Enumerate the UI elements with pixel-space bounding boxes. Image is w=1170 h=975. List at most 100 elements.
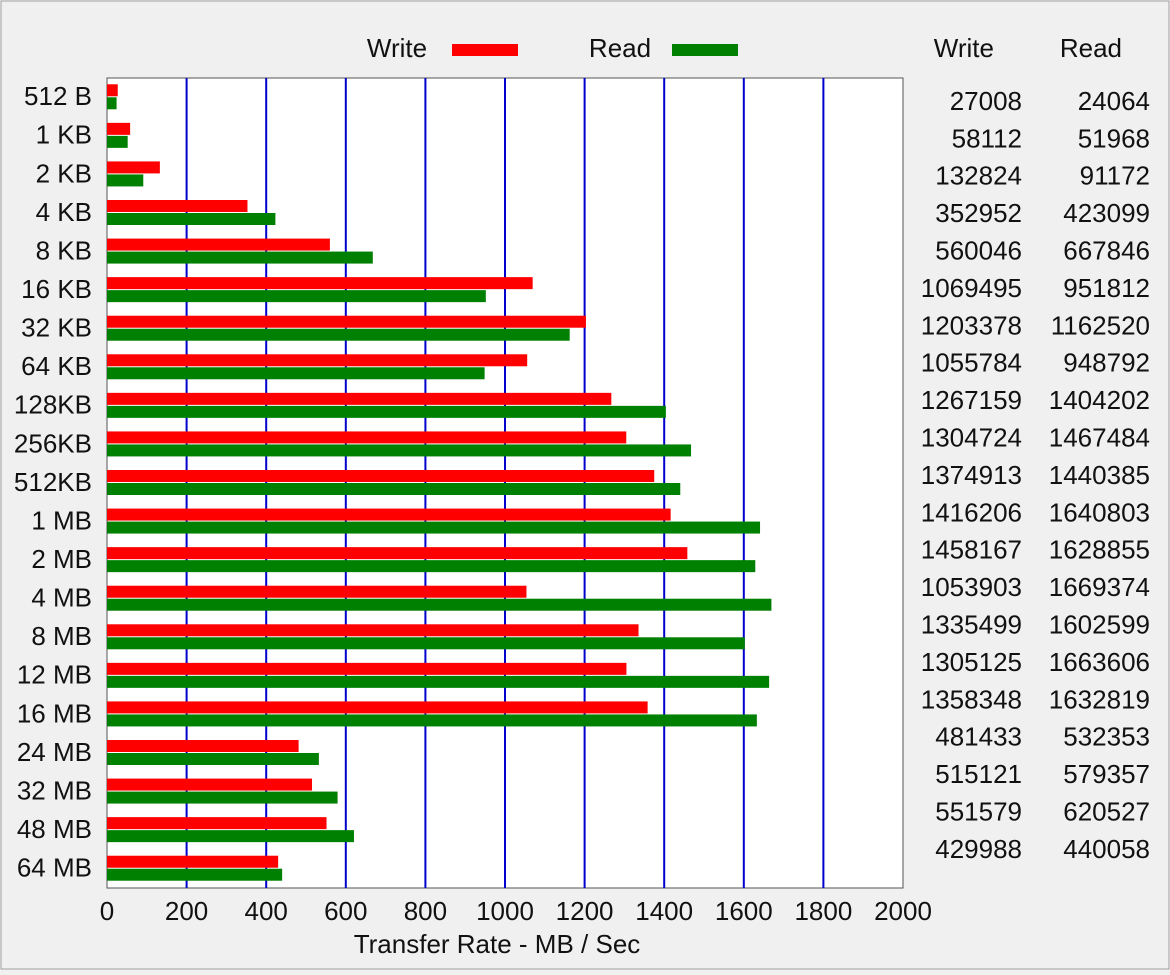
- y-tick-label: 128KB: [14, 390, 92, 420]
- bar: [107, 290, 486, 303]
- bar: [107, 753, 319, 765]
- table-value: 91172: [1080, 161, 1150, 191]
- bar: [107, 84, 118, 97]
- x-tick-label: 1800: [794, 896, 852, 926]
- y-tick-label: 1 KB: [36, 120, 92, 150]
- table-value: 515121: [935, 759, 1022, 789]
- bar: [107, 778, 313, 791]
- table-value: 1404202: [1049, 385, 1150, 415]
- bar: [107, 122, 131, 135]
- table-value: 1304724: [921, 422, 1022, 452]
- bar: [107, 624, 639, 637]
- y-tick-label: 1 MB: [31, 505, 92, 535]
- y-tick-label: 16 MB: [17, 698, 92, 728]
- x-tick-label: 0: [100, 896, 114, 926]
- table-value: 1203378: [921, 310, 1022, 340]
- table-value: 948792: [1063, 348, 1150, 378]
- bar: [107, 740, 299, 752]
- table-value: 1440385: [1049, 460, 1150, 490]
- bar: [107, 470, 655, 482]
- y-tick-label: 12 MB: [17, 660, 92, 690]
- table-value: 1663606: [1049, 647, 1150, 677]
- bar: [107, 328, 570, 341]
- table-value: 423099: [1063, 198, 1150, 228]
- table-value: 132824: [935, 161, 1022, 191]
- legend-swatch: [452, 44, 518, 56]
- y-tick-label: 16 KB: [21, 274, 92, 304]
- table-value: 481433: [935, 722, 1022, 752]
- table-value: 1602599: [1049, 609, 1150, 639]
- x-tick-label: 1600: [715, 896, 773, 926]
- bar: [107, 135, 128, 148]
- y-tick-label: 2 KB: [36, 158, 92, 188]
- table-value: 1358348: [921, 684, 1022, 714]
- bar: [107, 200, 248, 212]
- bar: [107, 662, 627, 675]
- table-value: 1628855: [1049, 535, 1150, 565]
- table-value: 579357: [1063, 759, 1150, 789]
- table-value: 620527: [1063, 796, 1150, 826]
- bar: [107, 547, 688, 560]
- table-value: 27008: [950, 86, 1022, 116]
- bar: [107, 637, 745, 650]
- bar: [107, 830, 354, 843]
- table-value: 1640803: [1049, 497, 1150, 527]
- table-value: 58112: [952, 123, 1022, 153]
- table-value: 51968: [1078, 123, 1150, 153]
- x-tick-label: 200: [165, 896, 208, 926]
- x-tick-label: 2000: [874, 896, 932, 926]
- bar: [107, 701, 648, 714]
- table-value: 551579: [935, 796, 1022, 826]
- table-value: 1162520: [1051, 310, 1150, 340]
- bar: [107, 585, 527, 598]
- bar: [107, 315, 586, 328]
- bar: [107, 817, 327, 830]
- bar: [107, 675, 770, 688]
- table-value: 1335499: [921, 609, 1022, 639]
- bar: [107, 392, 612, 405]
- table-value: 24064: [1078, 86, 1150, 116]
- table-value: 951812: [1063, 273, 1150, 303]
- x-axis-label: Transfer Rate - MB / Sec: [354, 929, 641, 959]
- y-tick-label: 4 MB: [31, 583, 92, 613]
- table-value: 429988: [935, 834, 1022, 864]
- table-value: 1458167: [921, 535, 1022, 565]
- bar: [107, 791, 338, 804]
- y-tick-label: 512 B: [24, 81, 92, 111]
- bar: [107, 213, 276, 225]
- y-tick-label: 8 KB: [36, 235, 92, 265]
- bar: [107, 444, 692, 457]
- table-value: 667846: [1063, 235, 1150, 265]
- table-header: Read: [1060, 33, 1122, 63]
- y-tick-label: 64 KB: [21, 351, 92, 381]
- y-tick-label: 4 KB: [36, 197, 92, 227]
- table-value: 1267159: [921, 385, 1022, 415]
- legend-label: Read: [589, 33, 651, 63]
- bar: [107, 855, 279, 868]
- x-tick-label: 400: [245, 896, 288, 926]
- table-value: 352952: [935, 198, 1022, 228]
- y-tick-label: 2 MB: [31, 544, 92, 574]
- x-tick-label: 1200: [556, 896, 614, 926]
- bar: [107, 251, 373, 264]
- bar: [107, 508, 671, 521]
- x-tick-label: 1400: [635, 896, 693, 926]
- bar: [107, 483, 681, 495]
- bar: [107, 354, 528, 367]
- table-value: 1374913: [921, 460, 1022, 490]
- table-value: 440058: [1063, 834, 1150, 864]
- table-value: 1055784: [921, 348, 1022, 378]
- y-tick-label: 64 MB: [17, 853, 92, 883]
- bar: [107, 405, 666, 418]
- x-tick-label: 1000: [476, 896, 534, 926]
- y-tick-label: 8 MB: [31, 621, 92, 651]
- bar: [107, 521, 761, 534]
- bar: [107, 277, 533, 290]
- table-value: 1069495: [921, 273, 1022, 303]
- table-header: Write: [934, 33, 994, 63]
- bar: [107, 161, 160, 174]
- bar: [107, 367, 485, 380]
- y-tick-label: 48 MB: [17, 814, 92, 844]
